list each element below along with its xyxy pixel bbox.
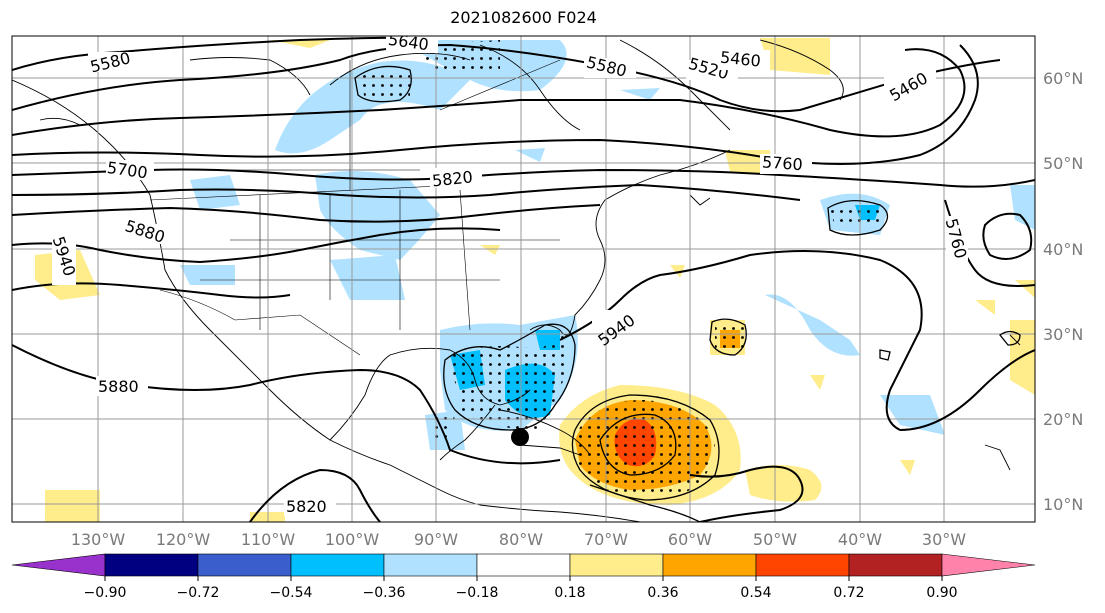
- lat-tick-label: 60°N: [1043, 69, 1083, 88]
- colorbar-segment: [941, 553, 1036, 577]
- lat-tick-label: 40°N: [1043, 240, 1083, 259]
- colorbar-tick-label: 0.90: [926, 585, 957, 601]
- colorbar-segment: [290, 553, 385, 577]
- lon-tick-label: 30°W: [922, 530, 966, 549]
- map-frame: [11, 35, 1036, 523]
- colorbar-segment: [11, 553, 106, 577]
- contour-label-group: 5580 5640 5580 5520 5460 5460 5760 5760 …: [49, 30, 971, 516]
- lon-tick-label: 80°W: [499, 530, 543, 549]
- colorbar-segment: [848, 553, 943, 577]
- lon-tick-label: 50°W: [753, 530, 797, 549]
- contour-label: 5460: [719, 48, 761, 71]
- colorbar-tick-label: 0.54: [740, 585, 771, 601]
- height-contours: [12, 36, 1035, 522]
- map-border: [11, 35, 1036, 523]
- colorbar-tick-label: 0.18: [554, 585, 585, 601]
- colorbar-tick-label: −0.72: [177, 585, 220, 601]
- colorbar-tick-label: −0.36: [363, 585, 406, 601]
- colorbar-segment: [383, 553, 478, 577]
- lon-tick-label: 120°W: [156, 530, 211, 549]
- lat-tick-label: 30°N: [1043, 325, 1083, 344]
- anomaly-contours: [354, 65, 1021, 522]
- longitude-axis-labels: 130°W 120°W 110°W 100°W 90°W 80°W 70°W 6…: [71, 530, 966, 549]
- contour-label: 5640: [387, 30, 430, 54]
- lon-tick-label: 130°W: [71, 530, 126, 549]
- lat-tick-label: 50°N: [1043, 154, 1083, 173]
- lat-tick-label: 20°N: [1043, 410, 1083, 429]
- colorbar-tick-label: −0.18: [456, 585, 499, 601]
- location-marker-dot: [511, 428, 529, 446]
- latitude-axis-labels: 60°N 50°N 40°N 30°N 20°N 10°N: [1043, 69, 1083, 514]
- lon-tick-label: 70°W: [584, 530, 628, 549]
- political-borders: [149, 59, 561, 356]
- colorbar-segment: [476, 553, 571, 577]
- lon-tick-label: 90°W: [414, 530, 458, 549]
- colorbar-segment: [662, 553, 757, 577]
- colorbar-tick-label: 0.72: [833, 585, 864, 601]
- lon-tick-label: 100°W: [325, 530, 380, 549]
- colorbar-tick-label: −0.90: [84, 585, 127, 601]
- contour-label: 5820: [431, 167, 473, 190]
- lon-tick-label: 60°W: [668, 530, 712, 549]
- contour-label: 5820: [286, 497, 327, 516]
- colorbar-segment: [569, 553, 664, 577]
- colorbar-segment: [755, 553, 850, 577]
- lat-tick-label: 10°N: [1043, 495, 1083, 514]
- contour-label: 5880: [98, 377, 139, 396]
- colorbar-tick-label: 0.36: [647, 585, 678, 601]
- lon-tick-label: 40°W: [838, 530, 882, 549]
- plot-title: 2021082600 F024: [450, 8, 597, 27]
- colorbar-segment: [104, 553, 199, 577]
- colorbar-segment: [197, 553, 292, 577]
- colorbar-tick-label: −0.54: [270, 585, 313, 601]
- colorbar: −0.90 −0.72 −0.54 −0.36 −0.18 0.18 0.36 0.54 0.7…: [11, 553, 1036, 601]
- contour-label: 5760: [761, 152, 803, 174]
- lon-tick-label: 110°W: [241, 530, 296, 549]
